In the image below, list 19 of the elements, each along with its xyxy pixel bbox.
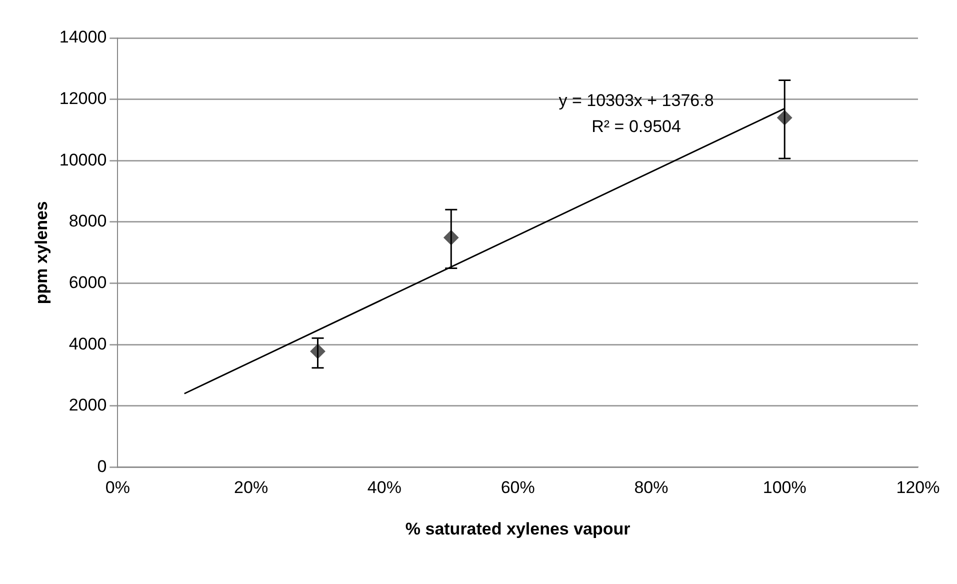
x-tick-label: 0% [105, 478, 130, 498]
annotation: R² = 0.9504 [592, 117, 681, 136]
x-tick-label: 60% [500, 478, 535, 498]
y-tick-label: 6000 [68, 272, 107, 292]
x-tick-label: 100% [762, 478, 806, 498]
x-axis-title: % saturated xylenes vapour [405, 519, 631, 538]
y-tick-label: 8000 [68, 212, 107, 231]
x-tick-label: 40% [367, 478, 402, 498]
x-tick-label: 20% [234, 478, 268, 498]
y-axis-title: ppm xylenes [32, 201, 51, 304]
y-tick-label: 4000 [68, 334, 107, 354]
y-tick-label: 12000 [59, 89, 107, 108]
x-tick-label: 80% [634, 478, 668, 498]
y-tick-label: 10000 [59, 150, 107, 170]
y-tick-label: 14000 [59, 28, 107, 47]
y-tick-label: 0 [97, 456, 107, 476]
x-tick-label: 120% [896, 478, 940, 498]
y-tick-label: 2000 [68, 396, 107, 415]
annotation: y = 10303x + 1376.8 [558, 91, 714, 110]
